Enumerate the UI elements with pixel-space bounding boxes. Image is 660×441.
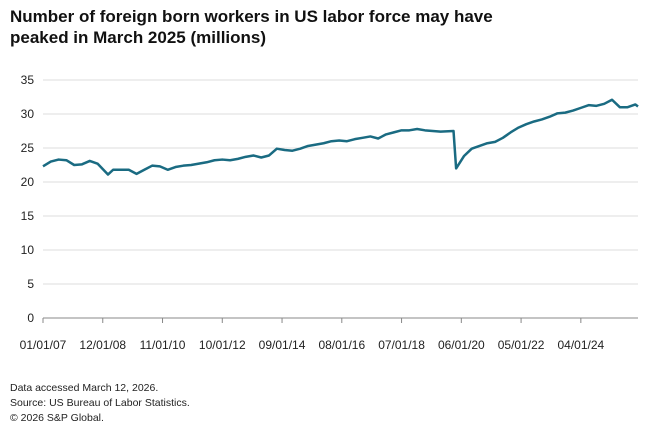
chart-title: Number of foreign born workers in US lab… xyxy=(10,7,493,47)
x-tick-label: 01/01/07 xyxy=(20,338,67,352)
footnote: © 2026 S&P Global. xyxy=(10,412,104,424)
footnote: Source: US Bureau of Labor Statistics. xyxy=(10,397,190,409)
footnote: Data accessed March 12, 2026. xyxy=(10,382,158,394)
y-tick-label: 25 xyxy=(21,141,35,155)
y-tick-label: 5 xyxy=(27,277,34,291)
y-tick-label: 15 xyxy=(21,209,35,223)
x-tick-label: 11/01/10 xyxy=(140,338,186,352)
x-tick-label: 06/01/20 xyxy=(438,338,485,352)
x-tick-label: 09/01/14 xyxy=(259,338,306,352)
x-tick-label: 12/01/08 xyxy=(79,338,126,352)
x-tick-label: 10/01/12 xyxy=(199,338,246,352)
y-tick-label: 0 xyxy=(27,311,34,325)
y-tick-label: 10 xyxy=(21,243,35,257)
y-tick-label: 35 xyxy=(21,73,35,87)
y-tick-label: 30 xyxy=(21,107,35,121)
y-tick-label: 20 xyxy=(21,175,35,189)
x-tick-label: 04/01/24 xyxy=(557,338,604,352)
x-tick-label: 08/01/16 xyxy=(318,338,365,352)
x-tick-label: 05/01/22 xyxy=(498,338,545,352)
data-line xyxy=(42,98,639,176)
x-tick-label: 07/01/18 xyxy=(378,338,425,352)
